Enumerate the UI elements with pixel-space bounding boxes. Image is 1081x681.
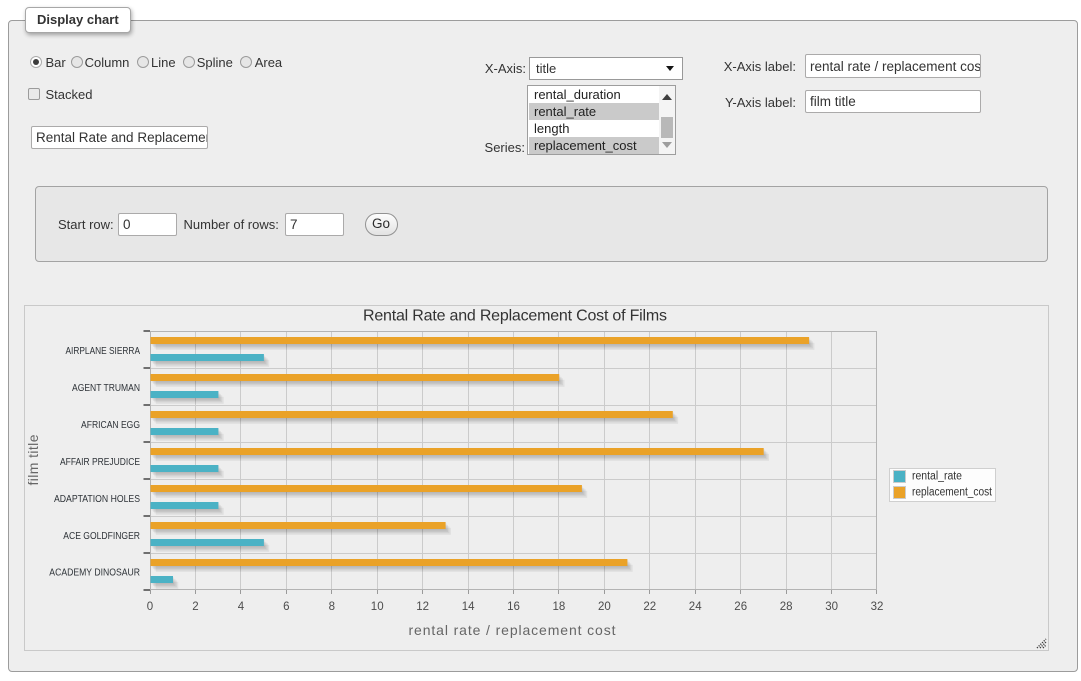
svg-text:AIRPLANE SIERRA: AIRPLANE SIERRA: [66, 345, 141, 357]
svg-text:film title: film title: [25, 434, 41, 485]
svg-text:12: 12: [416, 601, 429, 613]
svg-text:AFFAIR PREJUDICE: AFFAIR PREJUDICE: [60, 456, 140, 468]
svg-text:28: 28: [780, 601, 793, 613]
svg-text:replacement_cost: replacement_cost: [912, 487, 993, 499]
svg-text:10: 10: [371, 601, 384, 613]
svg-text:24: 24: [689, 601, 702, 613]
svg-text:32: 32: [871, 601, 884, 613]
svg-text:rental rate / replacement cost: rental rate / replacement cost: [409, 622, 616, 638]
svg-text:2: 2: [192, 601, 198, 613]
svg-text:20: 20: [598, 601, 611, 613]
svg-text:8: 8: [329, 601, 335, 613]
svg-text:ADAPTATION HOLES: ADAPTATION HOLES: [54, 493, 140, 505]
svg-text:Rental Rate and Replacement Co: Rental Rate and Replacement Cost of Film…: [363, 308, 667, 325]
svg-text:18: 18: [553, 601, 566, 613]
svg-text:AFRICAN EGG: AFRICAN EGG: [81, 419, 140, 431]
svg-text:ACE GOLDFINGER: ACE GOLDFINGER: [63, 530, 140, 542]
svg-text:ACADEMY DINOSAUR: ACADEMY DINOSAUR: [49, 567, 140, 579]
svg-text:0: 0: [147, 601, 153, 613]
svg-text:16: 16: [507, 601, 520, 613]
svg-text:6: 6: [283, 601, 289, 613]
svg-text:22: 22: [643, 601, 656, 613]
svg-text:26: 26: [734, 601, 747, 613]
svg-text:rental_rate: rental_rate: [912, 471, 962, 483]
svg-text:30: 30: [825, 601, 838, 613]
svg-text:AGENT TRUMAN: AGENT TRUMAN: [72, 382, 140, 394]
svg-text:4: 4: [238, 601, 245, 613]
svg-text:14: 14: [462, 601, 475, 613]
